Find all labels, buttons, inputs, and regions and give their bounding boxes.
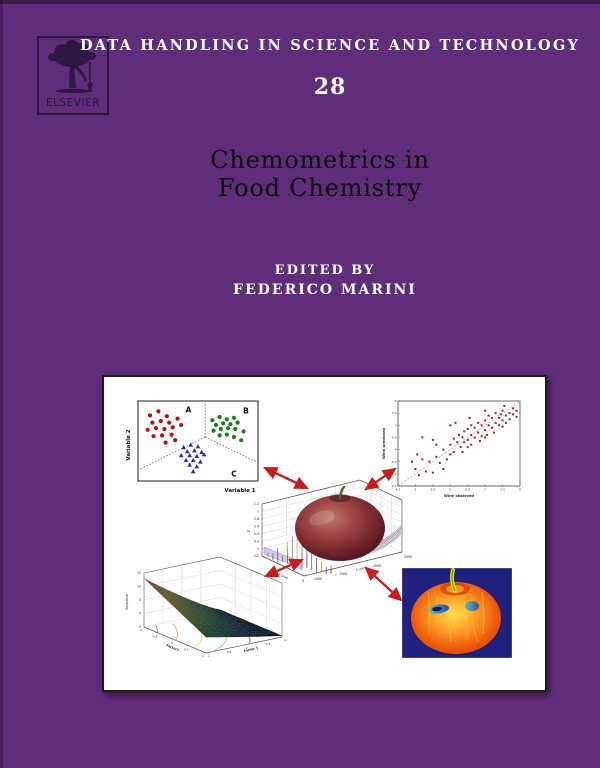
svg-text:0.5: 0.5 bbox=[227, 650, 232, 654]
svg-text:0: 0 bbox=[302, 579, 304, 583]
book-title-line-2: Food Chemistry bbox=[218, 174, 422, 202]
series-volume-number: 28 bbox=[313, 74, 347, 100]
svg-text:7.5: 7.5 bbox=[500, 488, 505, 492]
svg-text:15: 15 bbox=[137, 571, 141, 575]
svg-text:0.4: 0.4 bbox=[254, 532, 259, 536]
surf-axis-labels: -1 -0.5 0 0.5 1 1 0.5 0 -0.5 -1 Factor2 Factor 1 bbox=[139, 628, 287, 658]
pred-xlabel: Wine observed bbox=[444, 494, 475, 498]
svg-text:5.5: 5.5 bbox=[430, 488, 435, 492]
svg-text:-1: -1 bbox=[284, 638, 287, 642]
svg-text:7.5: 7.5 bbox=[392, 411, 397, 415]
pred-points bbox=[410, 404, 518, 477]
spec-z-ticks: 1.2 1 0.8 0.6 0.4 0.2 0 -0.2 bbox=[253, 502, 259, 558]
svg-text:0: 0 bbox=[246, 646, 248, 650]
svg-text:0: 0 bbox=[139, 612, 141, 616]
svg-text:0.6: 0.6 bbox=[254, 524, 259, 528]
editor-block: EDITED BY FEDERICO MARINI bbox=[50, 263, 600, 298]
series-title: DATA HANDLING IN SCIENCE AND TECHNOLOGY bbox=[79, 37, 581, 54]
svg-text:A: A bbox=[185, 406, 191, 415]
svg-text:1: 1 bbox=[257, 510, 259, 514]
surf-zlabel: Response bbox=[125, 594, 129, 610]
svg-text:6: 6 bbox=[449, 488, 451, 492]
svg-text:1: 1 bbox=[202, 654, 204, 658]
book-title-line-1: Chemometrics in bbox=[210, 146, 430, 174]
cluster-a bbox=[145, 409, 184, 445]
svg-text:5: 5 bbox=[414, 488, 416, 492]
svg-text:6.5: 6.5 bbox=[392, 436, 397, 440]
svg-text:8: 8 bbox=[395, 399, 397, 403]
spec-zlabel: z bbox=[246, 530, 251, 532]
svg-text:1500: 1500 bbox=[339, 572, 347, 576]
svg-text:2500: 2500 bbox=[404, 555, 412, 559]
edited-by-label: EDITED BY bbox=[274, 263, 376, 278]
elsevier-logo: ELSEVIER bbox=[37, 36, 109, 115]
svg-text:1.2: 1.2 bbox=[254, 502, 259, 506]
svg-text:C: C bbox=[231, 470, 237, 479]
figure-panel: A B C Variable 1 Variable 2 4.5 4.5 5 5 5.5 5.5 6 6… bbox=[102, 375, 547, 692]
svg-text:4.5: 4.5 bbox=[396, 488, 401, 492]
classification-plot: A B C Variable 1 Variable 2 bbox=[126, 400, 259, 494]
elsevier-tree-icon: ELSEVIER bbox=[46, 40, 100, 109]
cluster-c bbox=[178, 442, 207, 474]
response-surface-plot: 15 10 5 0 -5 Response -1 -0.5 0 0.5 1 1 0.5 0 -0.5 -1 Fa… bbox=[125, 556, 287, 658]
svg-text:2000: 2000 bbox=[373, 564, 381, 568]
pred-ylabel: Wine predicted bbox=[382, 428, 386, 459]
svg-text:0: 0 bbox=[257, 547, 259, 551]
svg-text:0.5: 0.5 bbox=[184, 648, 189, 652]
publisher-name: ELSEVIER bbox=[46, 97, 100, 109]
svg-text:Factor2: Factor2 bbox=[166, 643, 180, 652]
apple-photo bbox=[295, 485, 385, 561]
svg-text:B: B bbox=[243, 406, 249, 415]
svg-text:5.5: 5.5 bbox=[392, 460, 397, 464]
svg-text:0.2: 0.2 bbox=[254, 539, 259, 543]
svg-text:0: 0 bbox=[171, 641, 173, 645]
svg-text:7: 7 bbox=[395, 423, 397, 427]
svg-text:0.8: 0.8 bbox=[254, 517, 259, 521]
svg-text:-5: -5 bbox=[138, 625, 141, 629]
svg-text:1000: 1000 bbox=[314, 577, 322, 581]
cls-ylabel: Variable 2 bbox=[126, 429, 132, 460]
surf-z-ticks: 15 10 5 0 -5 bbox=[137, 571, 141, 629]
svg-text:10: 10 bbox=[137, 585, 141, 589]
svg-text:7: 7 bbox=[484, 488, 486, 492]
svg-text:6: 6 bbox=[395, 448, 397, 452]
cls-xlabel: Variable 1 bbox=[224, 488, 255, 494]
svg-text:-0.5: -0.5 bbox=[152, 635, 158, 639]
svg-text:-0.2: -0.2 bbox=[253, 554, 259, 558]
svg-text:5: 5 bbox=[139, 598, 141, 602]
svg-text:λ (nm): λ (nm) bbox=[355, 566, 366, 572]
editor-name: FEDERICO MARINI bbox=[233, 282, 417, 298]
svg-text:8: 8 bbox=[519, 488, 521, 492]
thermal-apple-shape bbox=[411, 568, 501, 654]
cluster-b bbox=[210, 414, 246, 443]
svg-text:-0.5: -0.5 bbox=[265, 642, 271, 646]
class-boundaries bbox=[139, 401, 259, 470]
thermal-apple-image bbox=[402, 568, 512, 658]
svg-text:6.5: 6.5 bbox=[465, 488, 470, 492]
svg-text:1: 1 bbox=[208, 654, 210, 658]
surf-mesh bbox=[143, 578, 283, 638]
svg-text:-1: -1 bbox=[139, 628, 142, 632]
book-title: Chemometrics in Food Chemistry bbox=[40, 146, 600, 202]
svg-text:Factor 1: Factor 1 bbox=[243, 646, 258, 653]
